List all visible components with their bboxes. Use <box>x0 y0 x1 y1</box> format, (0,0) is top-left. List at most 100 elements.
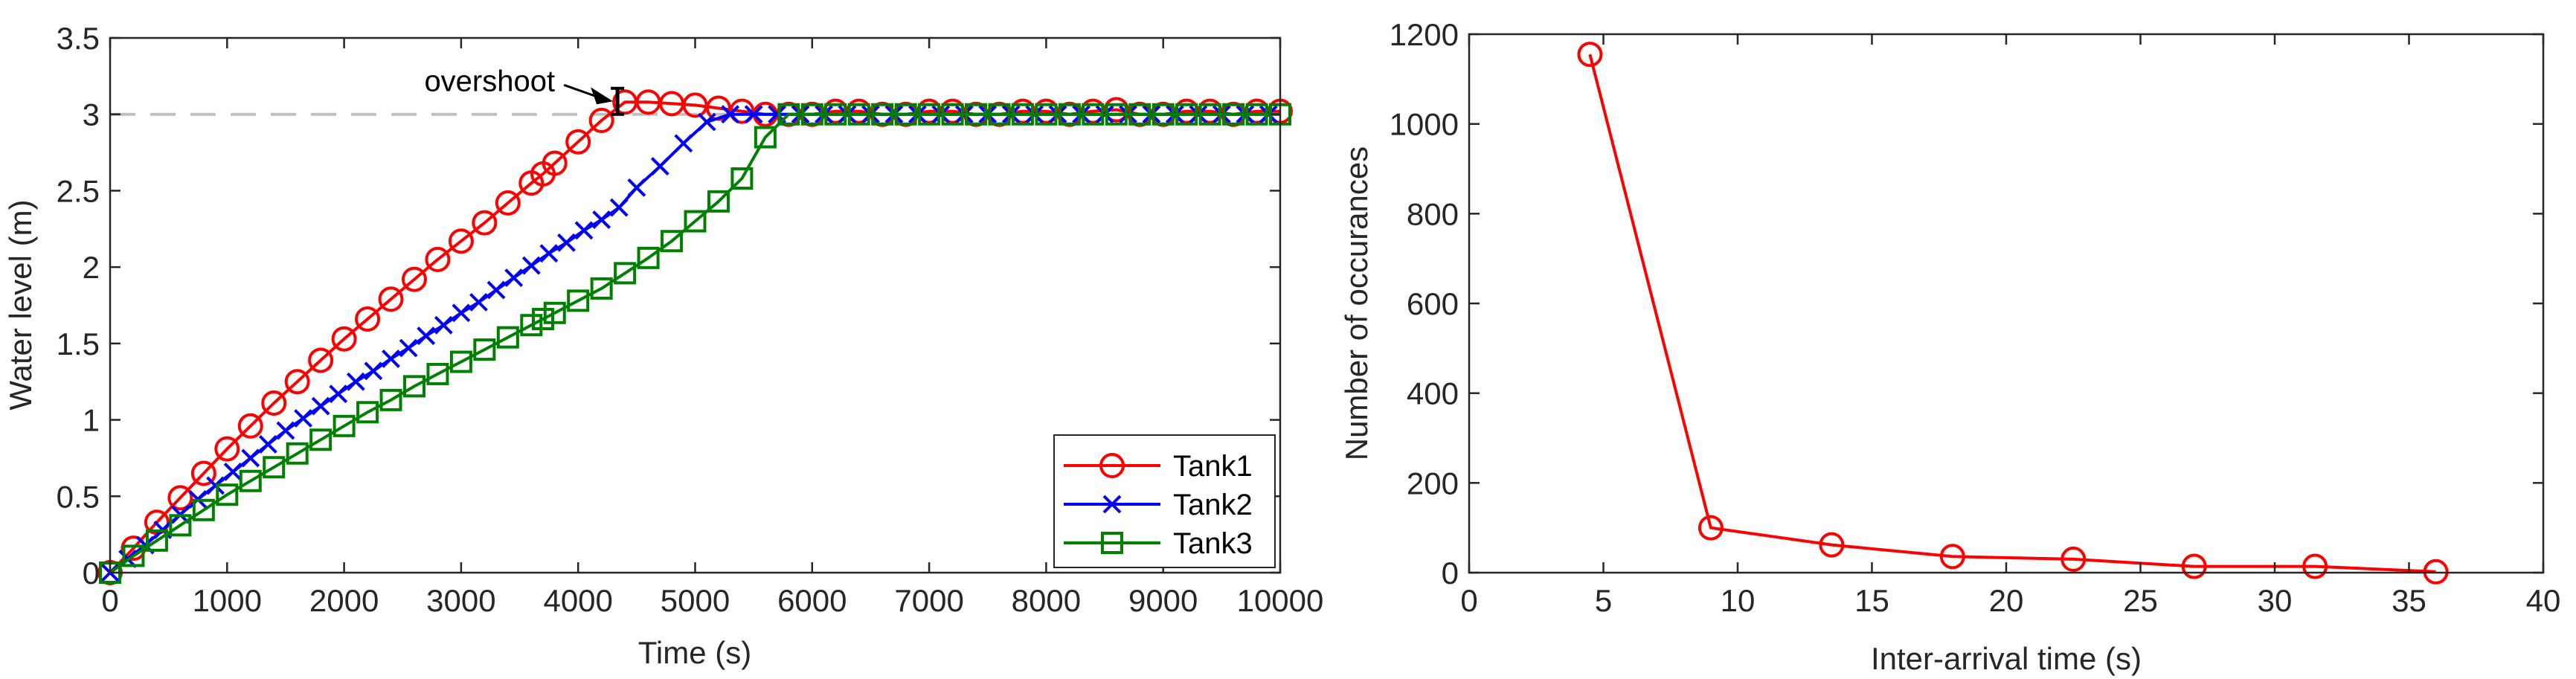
data-point <box>496 326 519 349</box>
legend-entry-tank2: Tank2 <box>1064 489 1253 521</box>
data-point <box>661 230 684 253</box>
series-tank3 <box>99 103 1291 584</box>
data-point <box>167 485 193 511</box>
data-point <box>263 456 286 479</box>
data-point <box>495 190 521 216</box>
y-tick-label: 0 <box>1442 556 1459 590</box>
data-point <box>1105 103 1128 126</box>
data-point <box>190 460 216 486</box>
data-point <box>592 210 611 229</box>
x-tick-label: 10 <box>1721 583 1756 618</box>
data-point <box>486 280 506 300</box>
data-point <box>402 375 425 398</box>
x-tick-label: 8000 <box>1012 583 1081 618</box>
y-tick-label: 2 <box>83 250 100 285</box>
data-point <box>214 436 240 462</box>
data-point <box>426 362 449 385</box>
series-line <box>1588 54 2436 573</box>
data-point <box>333 414 356 437</box>
data-point <box>1819 532 1845 558</box>
data-point <box>401 266 427 292</box>
x-tick-label: 5000 <box>661 583 730 618</box>
y-tick-label: 1.5 <box>57 326 100 361</box>
data-point <box>329 384 348 404</box>
y-tick-label: 1200 <box>1390 17 1459 52</box>
y-tick-label: 3 <box>83 97 100 132</box>
data-point <box>520 314 543 337</box>
x-tick-label: 6000 <box>777 583 847 618</box>
data-point <box>356 401 379 424</box>
legend-entry-tank3: Tank3 <box>1064 527 1253 560</box>
data-point <box>216 483 239 506</box>
data-point <box>777 103 800 126</box>
data-point <box>1939 544 1965 570</box>
y-tick-label: 200 <box>1407 466 1459 501</box>
data-point <box>286 442 309 465</box>
data-point <box>223 463 242 481</box>
x-tick-label: 40 <box>2526 583 2561 618</box>
data-point <box>1058 103 1081 126</box>
data-point <box>2061 546 2087 572</box>
data-point <box>721 105 740 124</box>
series-group <box>1577 42 2449 585</box>
x-tick-label: 1000 <box>193 583 262 618</box>
data-point <box>590 277 613 300</box>
legend-label-tank3: Tank3 <box>1173 527 1253 560</box>
x-axis-label: Inter-arrival time (s) <box>1871 641 2142 676</box>
y-tick-label: 1 <box>83 403 100 438</box>
series-group <box>97 89 1293 585</box>
data-point <box>847 103 870 126</box>
data-point <box>294 409 312 428</box>
data-point <box>308 347 334 373</box>
x-tick-label: 20 <box>1989 583 2024 618</box>
data-point <box>276 421 295 440</box>
x-axis-label: Time (s) <box>638 635 751 670</box>
inter-arrival-chart: 0 5 10 15 20 25 30 35 40 0 200 400 600 800 1000 1200 I… <box>1339 17 2560 676</box>
data-point <box>988 103 1011 126</box>
data-point <box>744 105 763 124</box>
x-tick-label: 7000 <box>894 583 963 618</box>
data-point <box>434 315 453 335</box>
data-point <box>565 129 591 155</box>
legend-label-tank2: Tank2 <box>1173 489 1253 521</box>
data-point <box>469 292 488 312</box>
x-tick-label: 3000 <box>426 583 495 618</box>
data-point <box>1035 103 1058 126</box>
data-point <box>684 210 707 233</box>
data-point <box>346 372 365 391</box>
data-point <box>521 256 541 275</box>
x-tick-label: 4000 <box>543 583 612 618</box>
data-point <box>1577 42 1603 68</box>
data-point <box>2302 553 2328 579</box>
data-point <box>697 112 716 132</box>
data-point <box>965 103 988 126</box>
data-point <box>1011 103 1034 126</box>
data-point <box>650 157 669 176</box>
data-point <box>237 413 263 439</box>
water-level-chart: overshoot 0 1000 2000 3000 4000 5000 6000 7000 8… <box>3 21 1323 670</box>
plot-area-background <box>1469 34 2543 573</box>
data-point <box>472 210 498 236</box>
data-point <box>532 307 555 330</box>
data-point <box>1697 515 1724 541</box>
data-point <box>539 244 559 263</box>
series-line <box>109 112 1280 574</box>
data-point <box>588 107 614 133</box>
data-point <box>1152 103 1175 126</box>
data-point <box>261 390 287 416</box>
y-axis-label: Number of occurances <box>1339 147 1374 461</box>
y-tick-label: 0.5 <box>57 479 100 514</box>
legend-marker-square-icon <box>1101 532 1123 554</box>
data-point <box>309 428 333 451</box>
data-point <box>364 361 383 381</box>
data-point <box>707 190 730 213</box>
data-point <box>331 326 357 352</box>
y-axis-label: Water level (m) <box>3 199 38 410</box>
data-point <box>122 544 145 567</box>
data-point <box>567 289 590 312</box>
x-tick-label: 25 <box>2123 583 2158 618</box>
legend: Tank1 Tank2 Tank3 <box>1053 434 1276 568</box>
legend-marker-circle-icon <box>1099 453 1125 478</box>
data-point <box>542 150 568 176</box>
